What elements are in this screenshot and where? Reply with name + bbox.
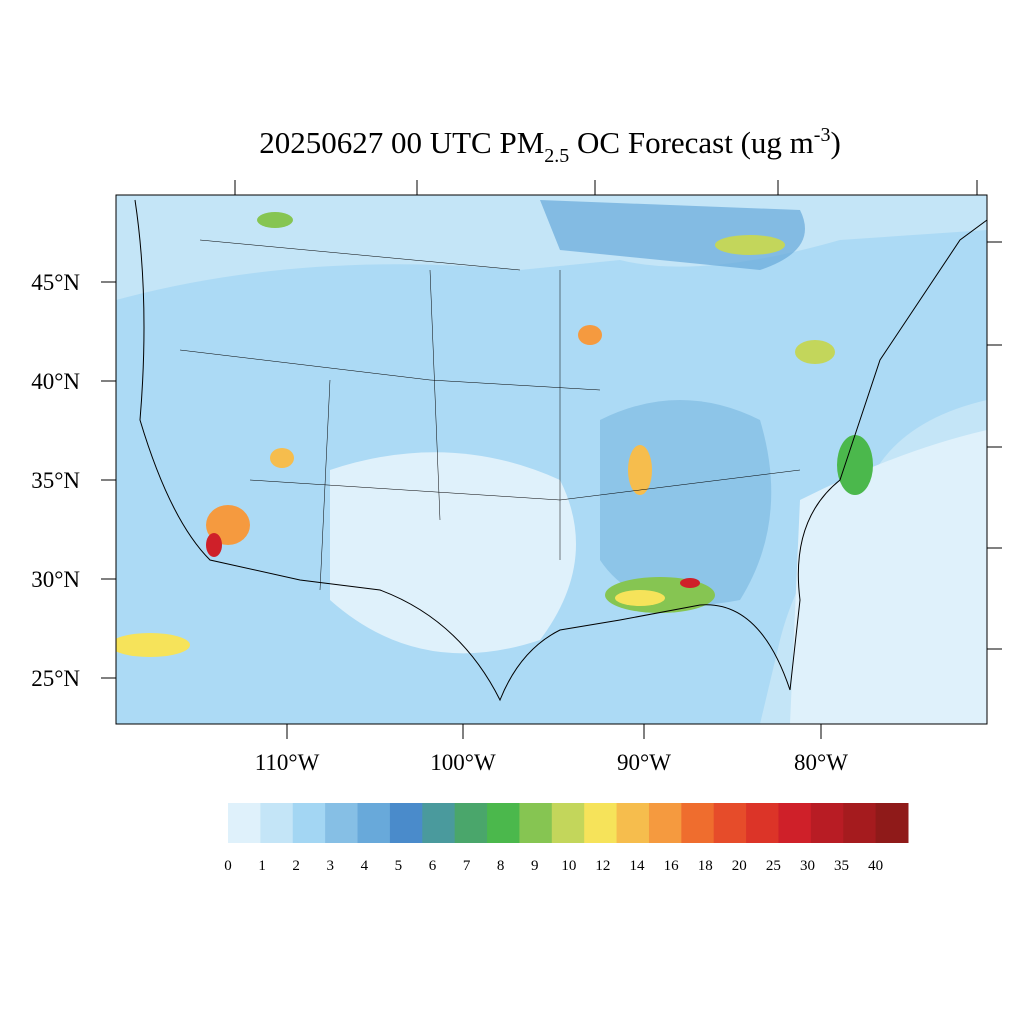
title-sub: 2.5 xyxy=(544,145,569,167)
colorbar-box xyxy=(519,803,553,843)
colorbar-box xyxy=(228,803,261,843)
colorbar-label: 2 xyxy=(292,858,300,874)
lon-label: 110°W xyxy=(255,750,320,775)
colorbar-box xyxy=(648,803,682,843)
colorbar-box xyxy=(746,803,779,843)
colorbar-label: 5 xyxy=(395,858,403,874)
title-sup: -3 xyxy=(814,124,831,146)
lat-label: 40°N xyxy=(31,369,80,394)
lat-label: 45°N xyxy=(31,270,80,295)
colorbar-box xyxy=(713,803,747,843)
colorbar-box xyxy=(875,803,909,843)
map-frame xyxy=(115,194,988,725)
colorbar-box xyxy=(325,803,359,843)
colorbar-box xyxy=(357,803,391,843)
colorbar-label: 40 xyxy=(868,858,883,874)
colorbar-label: 14 xyxy=(630,858,646,874)
colorbar-box xyxy=(778,803,812,843)
colorbar-label: 9 xyxy=(531,858,539,874)
lon-label: 80°W xyxy=(794,750,848,775)
lat-label: 25°N xyxy=(31,666,80,691)
title: 20250627 00 UTC PM2.5 OC Forecast (ug m-… xyxy=(259,124,841,167)
title-main: 20250627 00 UTC PM xyxy=(259,125,544,160)
colorbar-label: 1 xyxy=(258,858,266,874)
colorbar-label: 10 xyxy=(561,858,576,874)
colorbar-box xyxy=(422,803,456,843)
title-rest: OC Forecast (ug m xyxy=(569,125,814,160)
colorbar-box xyxy=(843,803,877,843)
colorbar-label: 16 xyxy=(664,858,680,874)
lon-label: 90°W xyxy=(617,750,671,775)
colorbar-label: 25 xyxy=(766,858,781,874)
colorbar-box xyxy=(487,803,520,843)
colorbar-box xyxy=(616,803,650,843)
colorbar-box xyxy=(454,803,488,843)
colorbar-box xyxy=(551,803,585,843)
colorbar-label: 12 xyxy=(595,858,610,874)
title-close: ) xyxy=(830,125,840,160)
frame-ticks xyxy=(234,180,1002,650)
colorbar-box xyxy=(584,803,618,843)
colorbar-box xyxy=(810,803,844,843)
colorbar-label: 6 xyxy=(429,858,437,874)
colorbar-label: 4 xyxy=(361,858,369,874)
colorbar-label: 7 xyxy=(463,858,471,874)
colorbar-label: 0 xyxy=(224,858,232,874)
colorbar-label: 8 xyxy=(497,858,505,874)
colorbar-label: 35 xyxy=(834,858,849,874)
colorbar-box xyxy=(292,803,326,843)
colorbar-label: 20 xyxy=(732,858,747,874)
colorbar-label: 18 xyxy=(698,858,713,874)
colorbar-box xyxy=(681,803,715,843)
lon-label: 100°W xyxy=(430,750,496,775)
colorbar-label: 30 xyxy=(800,858,815,874)
map-field xyxy=(116,195,987,724)
lat-label: 35°N xyxy=(31,468,80,493)
lat-label: 30°N xyxy=(31,567,80,592)
colorbar-label: 3 xyxy=(327,858,335,874)
colorbar-box xyxy=(389,803,423,843)
colorbar-box xyxy=(260,803,294,843)
